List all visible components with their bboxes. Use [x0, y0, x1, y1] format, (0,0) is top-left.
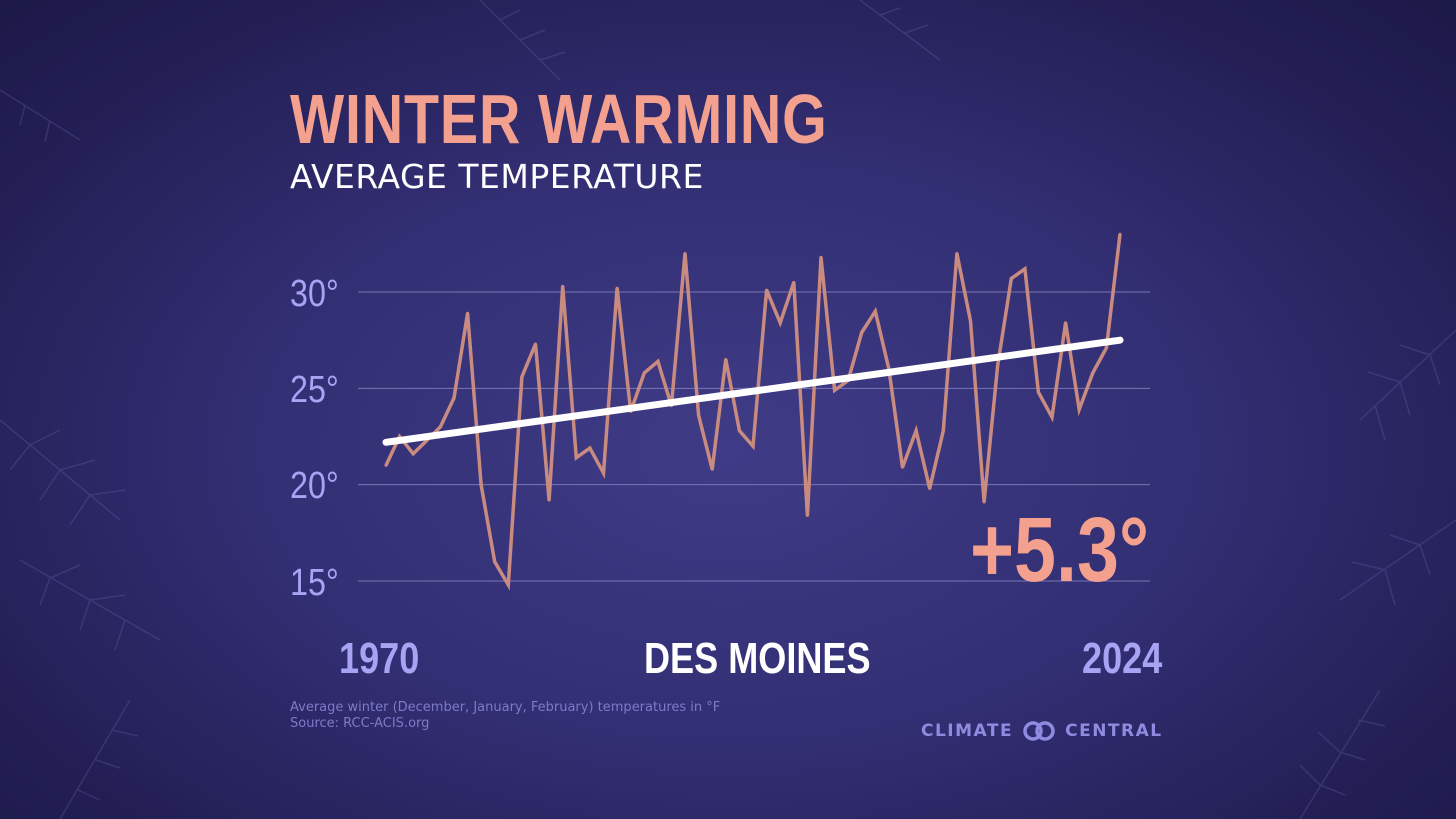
- chart-subtitle: AVERAGE TEMPERATURE: [290, 157, 704, 196]
- data-point-2009: [914, 429, 918, 433]
- data-point-1999: [778, 321, 782, 325]
- data-point-2024: [1118, 232, 1122, 236]
- data-point-1997: [751, 444, 755, 448]
- data-point-1975: [452, 396, 456, 400]
- data-point-1996: [737, 429, 741, 433]
- data-point-1987: [615, 286, 619, 290]
- logo-text-right: CENTRAL: [1065, 721, 1163, 741]
- data-point-2014: [982, 500, 986, 504]
- y-tick-label-20: 20°: [290, 465, 339, 507]
- data-point-2019: [1050, 415, 1054, 419]
- data-point-1980: [520, 375, 524, 379]
- data-point-1993: [697, 413, 701, 417]
- data-point-2017: [1023, 267, 1027, 271]
- data-point-2020: [1064, 321, 1068, 325]
- location-label: DES MOINES: [644, 634, 871, 683]
- data-point-2002: [819, 255, 823, 259]
- x-end-label: 2024: [1082, 634, 1163, 683]
- data-point-1970: [384, 463, 388, 467]
- trend-line: [382, 336, 1124, 446]
- data-point-1976: [466, 311, 470, 315]
- data-point-1982: [547, 498, 551, 502]
- footnote-description: Average winter (December, January, Febru…: [290, 700, 721, 715]
- data-point-1995: [724, 357, 728, 361]
- data-point-2005: [860, 331, 864, 334]
- data-point-2012: [955, 252, 959, 255]
- data-point-1986: [602, 471, 605, 475]
- data-point-2021: [1077, 408, 1081, 411]
- data-point-2006: [873, 309, 877, 313]
- y-tick-label-25: 25°: [290, 369, 339, 411]
- data-point-1979: [506, 583, 510, 587]
- data-point-1989: [642, 371, 646, 375]
- data-point-2015: [996, 363, 1000, 367]
- data-point-1974: [438, 425, 442, 429]
- data-point-1977: [479, 483, 483, 487]
- data-point-2010: [928, 487, 932, 490]
- data-point-2018: [1036, 390, 1040, 394]
- x-start-label: 1970: [339, 634, 420, 683]
- data-point-2013: [969, 319, 972, 323]
- data-point-1984: [574, 456, 578, 460]
- chart-title: WINTER WARMING: [290, 80, 828, 158]
- data-point-2000: [792, 280, 796, 284]
- data-point-1992: [683, 252, 687, 255]
- data-point-2023: [1104, 346, 1108, 350]
- data-point-1985: [588, 446, 592, 450]
- data-point-2003: [833, 388, 837, 392]
- data-point-2008: [901, 465, 904, 469]
- linked-rings-icon: [1023, 721, 1055, 741]
- y-tick-label-15: 15°: [290, 562, 339, 604]
- temperature-change-label: +5.3°: [970, 499, 1150, 601]
- data-point-1994: [710, 467, 714, 471]
- footnote: Average winter (December, January, Febru…: [290, 700, 720, 732]
- data-point-1990: [656, 359, 660, 363]
- data-point-1972: [411, 452, 415, 456]
- data-point-1978: [493, 560, 497, 564]
- data-point-2011: [941, 429, 945, 433]
- data-point-1981: [534, 342, 537, 346]
- data-point-1983: [561, 284, 565, 288]
- data-point-2001: [805, 514, 809, 517]
- footnote-source: Source: RCC-ACIS.org: [290, 716, 430, 731]
- data-point-1998: [765, 288, 769, 292]
- logo-text-left: CLIMATE: [921, 721, 1014, 741]
- data-point-2016: [1009, 277, 1013, 280]
- data-point-2022: [1091, 371, 1095, 375]
- y-tick-label-30: 30°: [290, 273, 339, 315]
- climate-central-logo: CLIMATE CENTRAL: [921, 716, 1163, 746]
